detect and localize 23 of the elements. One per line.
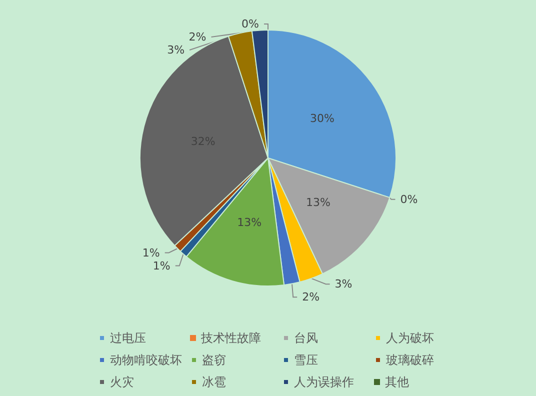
data-label: 13% [237,216,262,229]
legend-label: 冰雹 [202,375,226,389]
data-label: 1% [152,259,170,272]
legend-label: 玻璃破碎 [386,353,434,367]
data-label: 30% [310,112,334,126]
legend-label: 人为破坏 [386,331,434,345]
legend-label: 盗窃 [202,353,226,367]
data-label: 2% [302,290,320,304]
data-label: 2% [188,30,206,44]
legend-label: 台风 [294,331,318,345]
text: 0% [242,18,259,30]
text: 0% [400,192,418,206]
data-label: 3% [334,278,352,291]
legend-label: 动物啃咬破坏 [110,353,182,367]
data-label: 13% [306,196,330,209]
data-label: 3% [167,44,185,56]
data-label: 1% [142,246,160,260]
legend-label: 雪压 [294,353,318,367]
legend-label: 人为误操作 [294,375,354,389]
legend-label: 火灾 [110,375,134,389]
legend-label: 其他 [385,375,409,389]
legend-label: 技术性故障 [200,331,261,345]
legend-label: 过电压 [110,331,146,345]
